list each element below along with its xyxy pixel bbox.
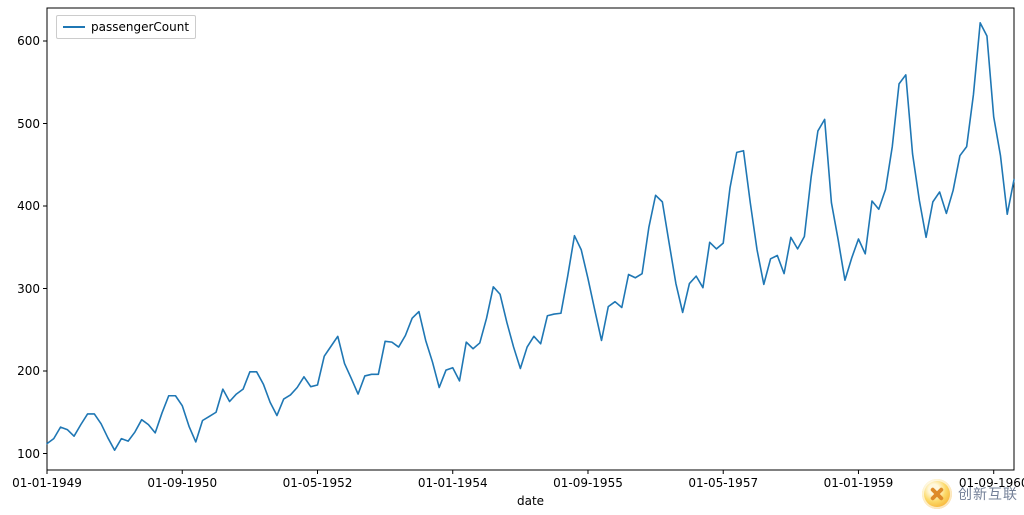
chart-svg	[0, 0, 1024, 515]
legend-label: passengerCount	[91, 20, 189, 34]
legend-swatch	[63, 26, 85, 28]
series-line	[47, 23, 1014, 450]
legend: passengerCount	[56, 15, 196, 39]
passenger-chart: 10020030040050060001-01-194901-09-195001…	[0, 0, 1024, 515]
